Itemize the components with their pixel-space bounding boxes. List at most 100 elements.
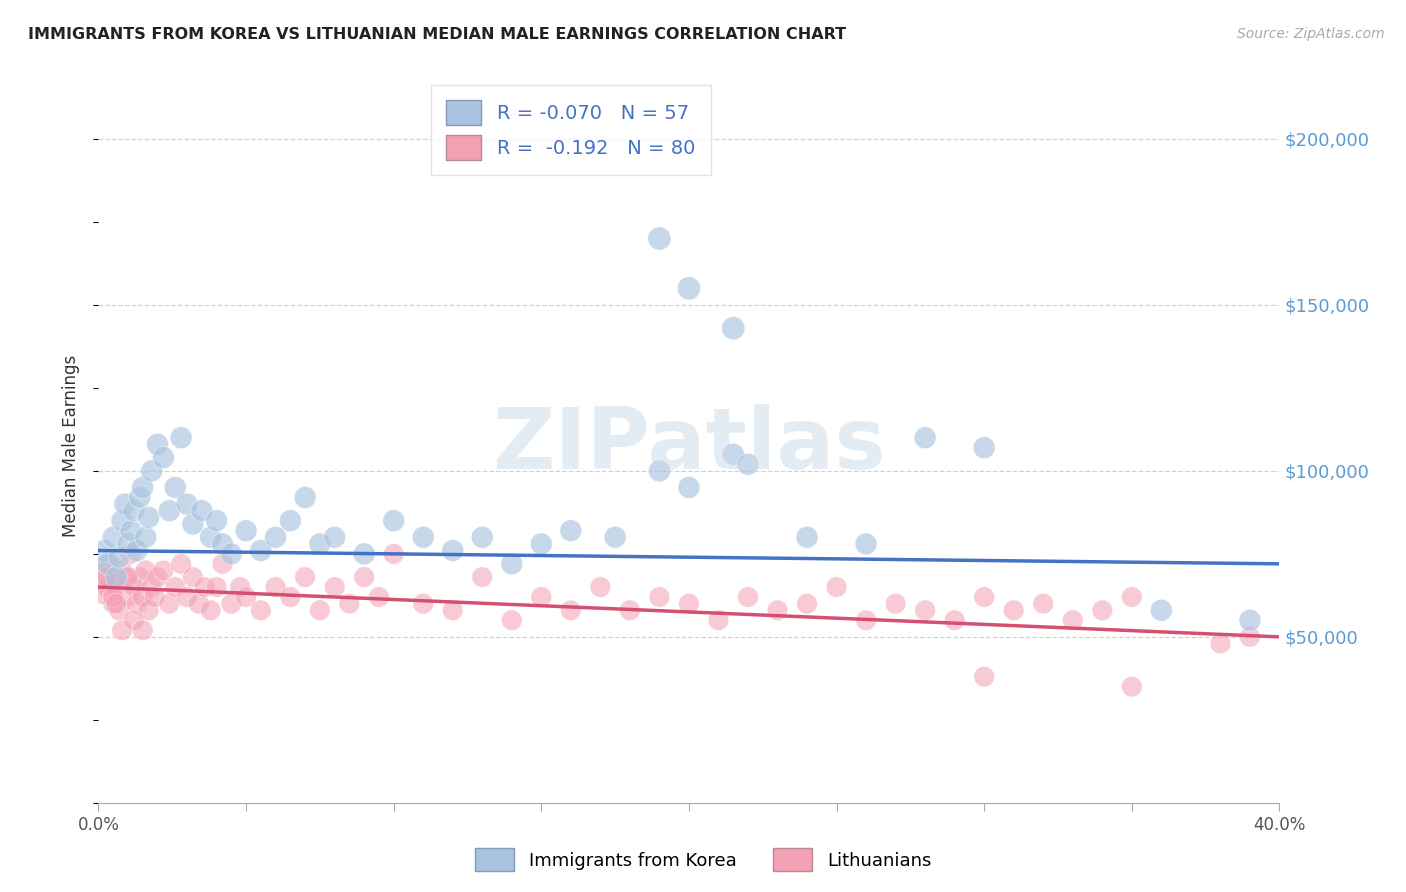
Point bbox=[294, 491, 316, 505]
Point bbox=[111, 624, 134, 638]
Point bbox=[98, 557, 121, 571]
Point bbox=[973, 670, 995, 684]
Point bbox=[648, 464, 671, 478]
Point bbox=[122, 580, 145, 594]
Point bbox=[170, 557, 193, 571]
Point bbox=[1121, 680, 1143, 694]
Point bbox=[235, 524, 257, 538]
Point bbox=[117, 590, 139, 604]
Point bbox=[368, 590, 391, 604]
Point bbox=[117, 570, 139, 584]
Point bbox=[120, 547, 142, 561]
Point bbox=[943, 613, 966, 627]
Point bbox=[221, 597, 243, 611]
Point bbox=[250, 603, 273, 617]
Point bbox=[111, 564, 134, 578]
Point bbox=[309, 603, 332, 617]
Point bbox=[501, 613, 523, 627]
Point bbox=[605, 530, 627, 544]
Point bbox=[96, 580, 118, 594]
Point bbox=[323, 580, 346, 594]
Point bbox=[157, 597, 180, 611]
Point bbox=[93, 570, 115, 584]
Point bbox=[146, 437, 169, 451]
Point bbox=[120, 524, 142, 538]
Point bbox=[165, 580, 187, 594]
Point bbox=[96, 557, 118, 571]
Point bbox=[211, 557, 233, 571]
Point bbox=[1062, 613, 1084, 627]
Point bbox=[157, 504, 180, 518]
Point bbox=[855, 537, 877, 551]
Point bbox=[132, 624, 155, 638]
Point bbox=[1091, 603, 1114, 617]
Point bbox=[194, 580, 217, 594]
Point bbox=[723, 321, 745, 335]
Point bbox=[181, 570, 204, 584]
Point bbox=[589, 580, 612, 594]
Point bbox=[176, 497, 198, 511]
Point bbox=[678, 281, 700, 295]
Point bbox=[200, 530, 222, 544]
Point bbox=[146, 570, 169, 584]
Point bbox=[1032, 597, 1054, 611]
Point bbox=[723, 447, 745, 461]
Point bbox=[122, 613, 145, 627]
Point bbox=[973, 441, 995, 455]
Point bbox=[294, 570, 316, 584]
Point bbox=[152, 564, 174, 578]
Point bbox=[530, 590, 553, 604]
Point bbox=[93, 543, 115, 558]
Point bbox=[1150, 603, 1173, 617]
Point bbox=[884, 597, 907, 611]
Legend: Immigrants from Korea, Lithuanians: Immigrants from Korea, Lithuanians bbox=[467, 841, 939, 879]
Point bbox=[191, 504, 214, 518]
Point bbox=[96, 570, 118, 584]
Point bbox=[1209, 636, 1232, 650]
Point bbox=[678, 597, 700, 611]
Point bbox=[353, 547, 375, 561]
Point bbox=[141, 580, 163, 594]
Point bbox=[973, 590, 995, 604]
Point bbox=[353, 570, 375, 584]
Legend: R = -0.070   N = 57, R =  -0.192   N = 80: R = -0.070 N = 57, R = -0.192 N = 80 bbox=[430, 85, 711, 176]
Point bbox=[825, 580, 848, 594]
Point bbox=[1239, 613, 1261, 627]
Point bbox=[138, 603, 160, 617]
Point bbox=[339, 597, 361, 611]
Point bbox=[108, 603, 131, 617]
Point bbox=[441, 603, 464, 617]
Point bbox=[93, 576, 115, 591]
Point bbox=[135, 530, 157, 544]
Point bbox=[914, 431, 936, 445]
Point bbox=[114, 497, 136, 511]
Point bbox=[412, 597, 434, 611]
Point bbox=[138, 510, 160, 524]
Point bbox=[471, 530, 494, 544]
Point bbox=[105, 597, 128, 611]
Point bbox=[103, 597, 125, 611]
Point bbox=[125, 543, 148, 558]
Point bbox=[796, 597, 818, 611]
Point bbox=[707, 613, 730, 627]
Point bbox=[530, 537, 553, 551]
Point bbox=[105, 580, 128, 594]
Point bbox=[737, 457, 759, 471]
Point bbox=[560, 603, 582, 617]
Point bbox=[914, 603, 936, 617]
Y-axis label: Median Male Earnings: Median Male Earnings bbox=[62, 355, 80, 537]
Point bbox=[187, 597, 209, 611]
Point bbox=[181, 516, 204, 531]
Point bbox=[648, 231, 671, 245]
Point bbox=[205, 514, 228, 528]
Point bbox=[280, 514, 302, 528]
Point bbox=[128, 491, 150, 505]
Point bbox=[412, 530, 434, 544]
Point bbox=[125, 597, 148, 611]
Point bbox=[200, 603, 222, 617]
Point bbox=[105, 570, 128, 584]
Point bbox=[132, 481, 155, 495]
Point bbox=[143, 590, 166, 604]
Point bbox=[648, 590, 671, 604]
Point bbox=[471, 570, 494, 584]
